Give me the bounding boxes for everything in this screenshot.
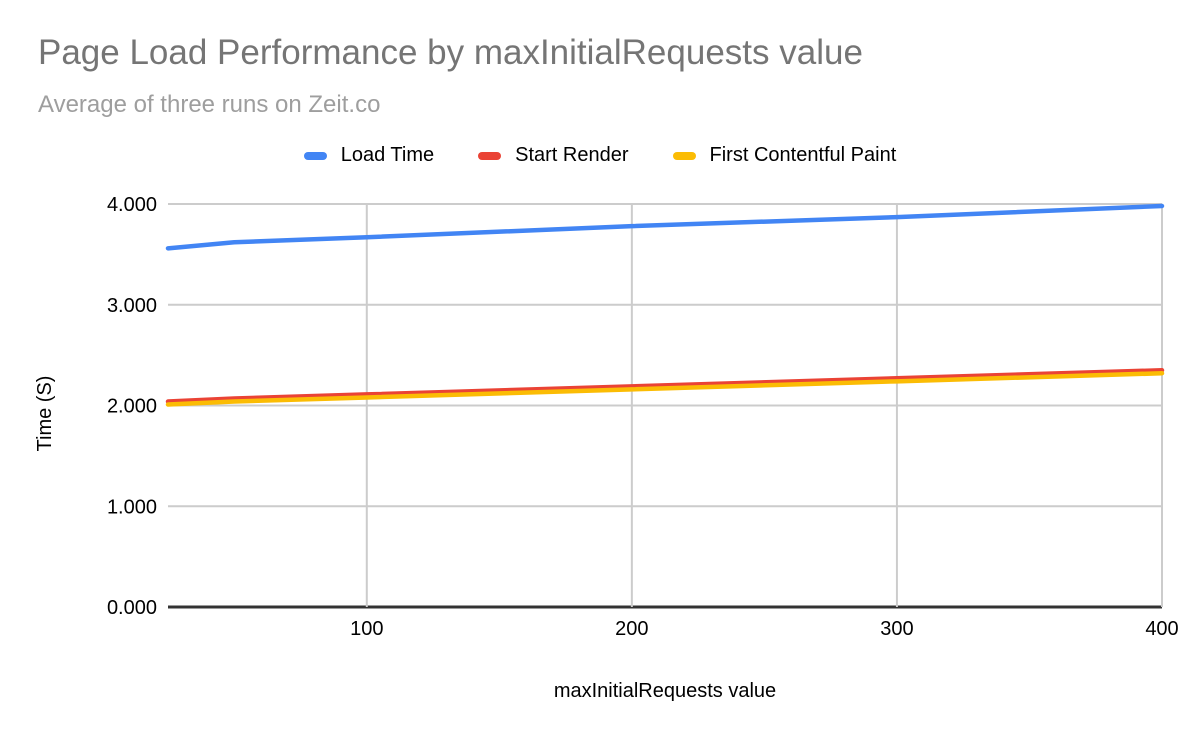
legend-swatch-start-render xyxy=(478,151,502,160)
x-tick-label: 400 xyxy=(1145,618,1178,640)
y-tick-label: 1.000 xyxy=(107,496,157,518)
y-tick-label: 4.000 xyxy=(107,194,157,216)
y-tick-label: 0.000 xyxy=(107,597,157,619)
legend-item-first-contentful-paint: First Contentful Paint xyxy=(672,144,897,167)
legend-label: Start Render xyxy=(515,144,629,166)
legend-swatch-load-time xyxy=(303,151,327,160)
x-tick-label: 100 xyxy=(350,618,383,640)
legend-swatch-first-contentful-paint xyxy=(672,151,696,160)
series-line-start-render xyxy=(165,367,1165,404)
x-tick-label: 200 xyxy=(615,618,648,640)
legend-item-start-render: Start Render xyxy=(478,144,629,167)
legend: Load Time Start Render First Contentful Pa… xyxy=(0,144,1200,167)
legend-label: First Contentful Paint xyxy=(709,144,897,166)
y-tick-label: 2.000 xyxy=(107,396,157,418)
legend-item-load-time: Load Time xyxy=(303,144,435,167)
legend-label: Load Time xyxy=(340,144,435,166)
series-line-load-time xyxy=(165,203,1165,251)
series-line-first-contentful-paint xyxy=(165,371,1165,407)
x-tick-label: 300 xyxy=(880,618,913,640)
x-axis-title: maxInitialRequests value xyxy=(554,680,776,702)
y-tick-label: 3.000 xyxy=(107,295,157,317)
y-axis-title: Time (S) xyxy=(34,376,56,452)
chart-title: Page Load Performance by maxInitialReque… xyxy=(38,33,863,72)
chart-subtitle: Average of three runs on Zeit.co xyxy=(38,91,381,118)
